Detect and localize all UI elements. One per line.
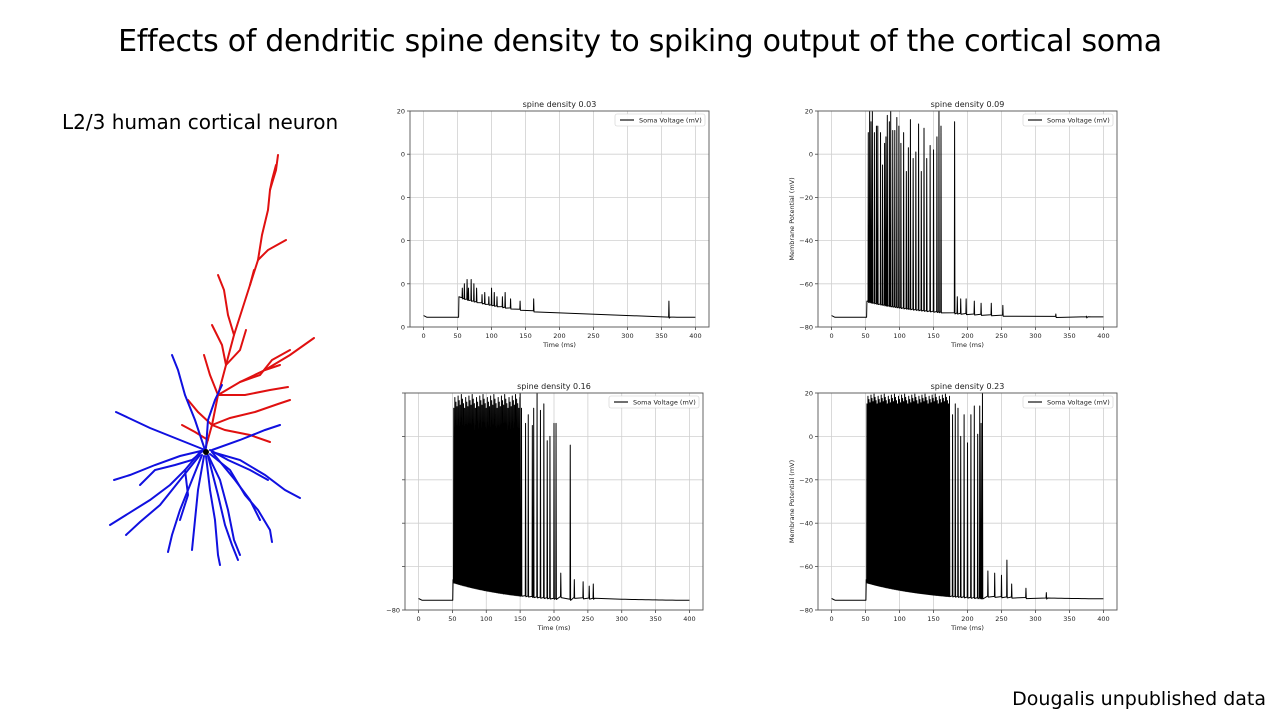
x-tick-label: 400 [1097, 615, 1109, 623]
neuron-morphology-image [109, 154, 315, 566]
x-tick-label: 0 [830, 615, 834, 623]
y-axis-label: Membrane Potential (mV) [788, 177, 796, 260]
x-tick-label: 250 [587, 332, 599, 340]
x-tick-label: 100 [480, 615, 492, 623]
x-tick-label: 300 [621, 332, 633, 340]
plot-frame [817, 392, 1118, 611]
x-tick-label: 150 [927, 615, 939, 623]
x-tick-label: 200 [548, 615, 560, 623]
chart-title: spine density 0.09 [931, 100, 1005, 109]
x-tick-label: 0 [416, 615, 420, 623]
legend-label: Soma Voltage (mV) [633, 398, 696, 406]
x-axis-label: Time (ms) [537, 624, 571, 632]
legend: Soma Voltage (mV) [1022, 113, 1114, 127]
y-tick-label: 20 [397, 108, 405, 116]
legend-label: Soma Voltage (mV) [1047, 116, 1110, 124]
y-tick-label: −80 [386, 607, 400, 615]
x-tick-label: 200 [553, 332, 565, 340]
voltage-trace [831, 393, 1104, 601]
x-tick-label: 150 [927, 332, 939, 340]
chart-title: spine density 0.03 [523, 100, 597, 109]
y-tick-label: −20 [799, 476, 813, 484]
voltage-trace [418, 393, 690, 601]
x-axis-label: Time (ms) [950, 624, 984, 632]
y-tick-label: 0 [401, 151, 405, 159]
y-tick-label: −40 [799, 237, 813, 245]
y-tick-label: −60 [799, 563, 813, 571]
y-tick-label: 20 [805, 390, 813, 398]
x-tick-label: 50 [861, 332, 869, 340]
soma-dot [203, 449, 209, 455]
chart-spine-density-0-16: spine density 0.16 0 50 100 150 200 250 300 350 4… [380, 377, 720, 637]
voltage-trace [423, 278, 696, 319]
x-tick-label: 350 [655, 332, 667, 340]
x-tick-label: 200 [961, 332, 973, 340]
voltage-trace [831, 111, 1104, 319]
y-axis-label: Membrane Potential (mV) [788, 460, 796, 543]
plot-frame [409, 110, 710, 328]
y-tick-label: 0 [809, 151, 813, 159]
legend-label: Soma Voltage (mV) [1047, 398, 1110, 406]
x-tick-label: 50 [448, 615, 456, 623]
y-tick-label: 0 [401, 280, 405, 288]
credit-text: Dougalis unpublished data [1012, 688, 1266, 710]
x-tick-label: 250 [995, 332, 1007, 340]
legend: Soma Voltage (mV) [608, 395, 700, 409]
chart-svg: spine density 0.16 0 50 100 150 200 250 300 350 4… [386, 382, 704, 632]
y-tick-label: −80 [799, 324, 813, 332]
y-tick-label: −20 [799, 194, 813, 202]
x-axis-label: Time (ms) [950, 341, 984, 349]
y-tick-label: −80 [799, 607, 813, 615]
neuron-label: L2/3 human cortical neuron [62, 110, 339, 134]
x-tick-label: 150 [519, 332, 531, 340]
y-tick-label: −40 [799, 520, 813, 528]
legend: Soma Voltage (mV) [1022, 395, 1114, 409]
x-tick-label: 200 [961, 615, 973, 623]
x-tick-label: 100 [893, 332, 905, 340]
chart-title: spine density 0.16 [517, 382, 591, 391]
x-tick-label: 350 [649, 615, 661, 623]
plot-frame [404, 392, 704, 611]
y-tick-label: 0 [401, 324, 405, 332]
plot-frame [817, 110, 1118, 328]
x-tick-label: 100 [893, 615, 905, 623]
chart-svg: spine density 0.030 50 100 150 200 250 300 350 4… [397, 100, 710, 349]
x-tick-label: 400 [689, 332, 701, 340]
x-tick-label: 0 [422, 332, 426, 340]
x-tick-label: 350 [1063, 615, 1075, 623]
y-tick-label: 20 [805, 108, 813, 116]
y-tick-label: 0 [809, 433, 813, 441]
x-tick-label: 0 [830, 332, 834, 340]
x-axis-label: Time (ms) [542, 341, 576, 349]
chart-svg: spine density 0.090 50 100 150 200 250 300 350 4… [788, 100, 1118, 349]
x-tick-label: 300 [1029, 332, 1041, 340]
x-tick-label: 400 [683, 615, 695, 623]
y-tick-label: 0 [401, 194, 405, 202]
x-tick-label: 150 [514, 615, 526, 623]
y-tick-label: 0 [401, 237, 405, 245]
y-tick-label: −60 [799, 280, 813, 288]
x-tick-label: 250 [995, 615, 1007, 623]
legend: Soma Voltage (mV) [614, 113, 706, 127]
basal-dendrites [109, 354, 301, 566]
apical-dendrites [181, 154, 315, 451]
x-tick-label: 300 [616, 615, 628, 623]
x-tick-label: 250 [582, 615, 594, 623]
chart-spine-density-0-03: spine density 0.03 0 50 100 150 200 250 300 350 4… [380, 95, 720, 355]
x-tick-label: 350 [1063, 332, 1075, 340]
slide-title: Effects of dendritic spine density to sp… [118, 24, 1162, 59]
x-tick-label: 50 [861, 615, 869, 623]
legend-label: Soma Voltage (mV) [639, 116, 702, 124]
chart-title: spine density 0.23 [931, 382, 1005, 391]
chart-spine-density-0-09: spine density 0.09 0 50 100 150 200 250 300 350 4… [780, 95, 1130, 355]
x-tick-label: 50 [453, 332, 461, 340]
chart-spine-density-0-23: spine density 0.23 0 50 100 150 200 250 300 350 4… [780, 377, 1130, 637]
x-tick-label: 100 [485, 332, 497, 340]
x-tick-label: 400 [1097, 332, 1109, 340]
x-tick-label: 300 [1029, 615, 1041, 623]
chart-svg: spine density 0.230 50 100 150 200 250 300 350 4… [788, 382, 1118, 632]
